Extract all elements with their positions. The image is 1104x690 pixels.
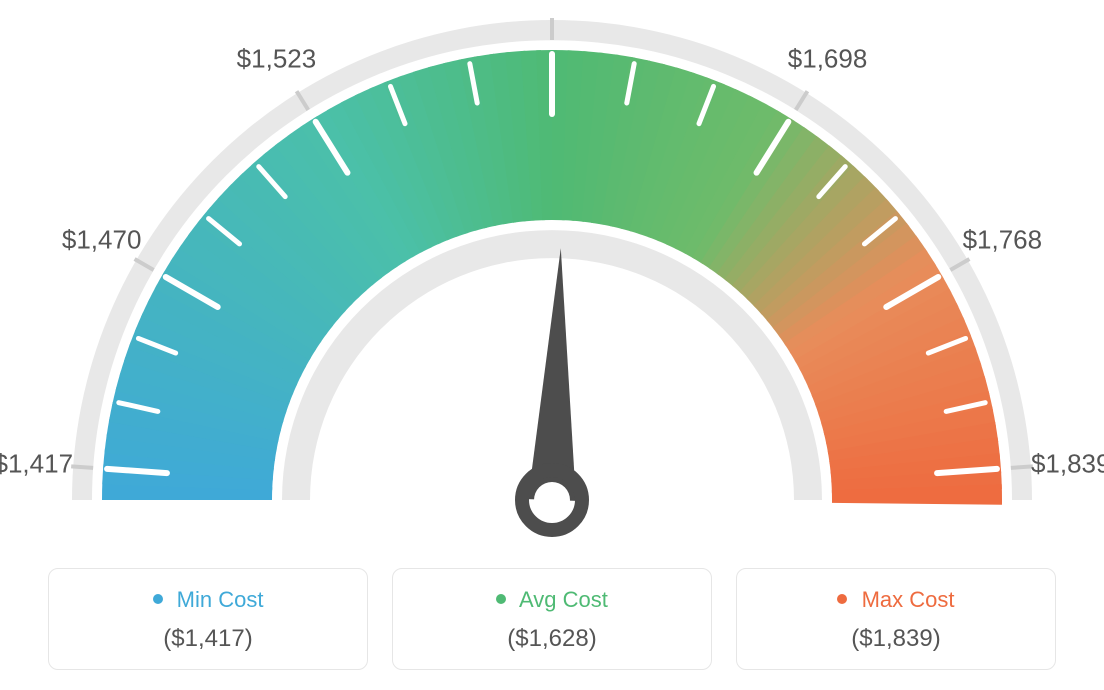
legend-card-max: Max Cost ($1,839)	[736, 568, 1056, 670]
tick-label: $1,470	[62, 225, 142, 256]
dot-icon	[837, 594, 847, 604]
legend-value-min: ($1,417)	[59, 625, 357, 653]
legend-card-avg: Avg Cost ($1,628)	[392, 568, 712, 670]
tick-label: $1,417	[0, 448, 73, 479]
legend-value-max: ($1,839)	[747, 625, 1045, 653]
dot-icon	[496, 594, 506, 604]
legend-title-max: Max Cost	[747, 587, 1045, 613]
dot-icon	[153, 594, 163, 604]
gauge-chart: $1,417$1,470$1,523$1,628$1,698$1,768$1,8…	[0, 0, 1104, 560]
tick-label: $1,523	[237, 44, 317, 75]
legend-label-max: Max Cost	[862, 587, 955, 612]
legend-title-min: Min Cost	[59, 587, 357, 613]
tick-label: $1,768	[963, 225, 1043, 256]
legend-label-avg: Avg Cost	[519, 587, 608, 612]
legend-value-avg: ($1,628)	[403, 625, 701, 653]
legend-row: Min Cost ($1,417) Avg Cost ($1,628) Max …	[0, 568, 1104, 670]
legend-label-min: Min Cost	[177, 587, 264, 612]
gauge-svg	[0, 0, 1104, 560]
tick-label: $1,839	[1031, 448, 1104, 479]
tick-label: $1,698	[788, 44, 868, 75]
legend-card-min: Min Cost ($1,417)	[48, 568, 368, 670]
legend-title-avg: Avg Cost	[403, 587, 701, 613]
